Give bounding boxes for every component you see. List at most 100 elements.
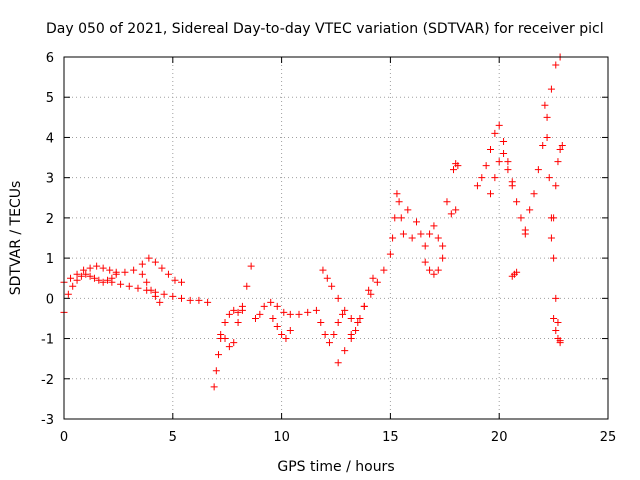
data-point bbox=[93, 262, 101, 270]
data-point bbox=[106, 266, 114, 274]
series-track-f bbox=[210, 306, 246, 391]
data-point bbox=[421, 242, 429, 250]
y-tick-label: 2 bbox=[46, 212, 54, 227]
data-point bbox=[399, 230, 407, 238]
data-point bbox=[395, 198, 403, 206]
data-point bbox=[169, 292, 177, 300]
data-point bbox=[447, 210, 455, 218]
series-track-a bbox=[60, 270, 116, 316]
data-point bbox=[217, 331, 225, 339]
data-point bbox=[473, 182, 481, 190]
data-point bbox=[491, 174, 499, 182]
data-point bbox=[386, 250, 394, 258]
data-point bbox=[225, 310, 233, 318]
data-point bbox=[243, 282, 251, 290]
data-point bbox=[121, 268, 129, 276]
data-point bbox=[508, 182, 516, 190]
data-point bbox=[328, 282, 336, 290]
data-point bbox=[341, 306, 349, 314]
y-tick-label: 6 bbox=[46, 51, 54, 66]
data-point bbox=[221, 318, 229, 326]
x-tick-label: 20 bbox=[491, 430, 508, 445]
data-point bbox=[158, 264, 166, 272]
data-point bbox=[495, 121, 503, 129]
data-point bbox=[171, 276, 179, 284]
data-point bbox=[151, 292, 159, 300]
data-point bbox=[282, 335, 290, 343]
y-tick-label: -3 bbox=[41, 413, 54, 428]
data-point bbox=[556, 337, 564, 345]
data-point bbox=[389, 234, 397, 242]
data-point bbox=[421, 258, 429, 266]
data-point bbox=[64, 290, 72, 298]
data-point bbox=[443, 198, 451, 206]
series-track-o bbox=[413, 198, 460, 250]
data-point bbox=[454, 162, 462, 170]
data-point bbox=[295, 310, 303, 318]
series-track-g bbox=[217, 262, 255, 351]
data-point bbox=[539, 141, 547, 149]
data-point bbox=[125, 282, 133, 290]
series-track-s bbox=[486, 150, 516, 198]
data-point bbox=[397, 214, 405, 222]
data-point bbox=[391, 214, 399, 222]
data-point bbox=[238, 302, 246, 310]
data-point bbox=[360, 302, 368, 310]
data-point bbox=[73, 276, 81, 284]
data-point bbox=[95, 276, 103, 284]
data-point bbox=[143, 278, 151, 286]
axis-ticks: 0 5 10 15 20 25 -3 -2 -1 0 1 2 3 4 5 6 bbox=[41, 51, 616, 445]
data-point bbox=[526, 206, 534, 214]
x-tick-label: 25 bbox=[600, 430, 617, 445]
data-point bbox=[90, 274, 98, 282]
x-tick-label: 0 bbox=[60, 430, 68, 445]
data-point bbox=[330, 331, 338, 339]
data-point bbox=[334, 318, 342, 326]
series-track-c bbox=[112, 254, 186, 286]
data-point bbox=[286, 327, 294, 335]
data-point bbox=[80, 266, 88, 274]
series-track-n bbox=[389, 190, 416, 242]
data-point bbox=[69, 282, 77, 290]
data-point bbox=[225, 343, 233, 351]
data-point bbox=[334, 294, 342, 302]
data-point bbox=[339, 310, 347, 318]
data-point bbox=[99, 264, 107, 272]
data-point bbox=[545, 174, 553, 182]
data-point bbox=[269, 314, 277, 322]
data-point bbox=[517, 214, 525, 222]
data-point bbox=[325, 339, 333, 347]
chart-title: Day 050 of 2021, Sidereal Day-to-day VTE… bbox=[46, 21, 604, 37]
data-point bbox=[547, 234, 555, 242]
y-tick-label: 4 bbox=[46, 131, 54, 146]
data-point bbox=[117, 280, 125, 288]
series-track-u bbox=[521, 53, 564, 238]
series-track-m bbox=[347, 274, 377, 343]
data-point bbox=[450, 166, 458, 174]
data-point bbox=[367, 290, 375, 298]
data-point bbox=[404, 206, 412, 214]
data-point bbox=[341, 347, 349, 355]
data-point bbox=[439, 242, 447, 250]
data-point bbox=[112, 270, 120, 278]
data-point bbox=[547, 85, 555, 93]
data-point bbox=[356, 314, 364, 322]
data-point bbox=[482, 162, 490, 170]
series-track-i bbox=[269, 314, 294, 343]
data-point bbox=[413, 218, 421, 226]
data-point bbox=[500, 137, 508, 145]
data-point bbox=[486, 146, 494, 154]
data-point bbox=[251, 314, 259, 322]
data-point bbox=[478, 174, 486, 182]
data-point bbox=[513, 268, 521, 276]
data-point bbox=[434, 266, 442, 274]
data-point bbox=[273, 322, 281, 330]
data-point bbox=[543, 133, 551, 141]
data-point bbox=[323, 274, 331, 282]
data-point bbox=[186, 296, 194, 304]
data-point bbox=[234, 318, 242, 326]
data-point bbox=[319, 266, 327, 274]
y-tick-label: 0 bbox=[46, 292, 54, 307]
data-point bbox=[260, 302, 268, 310]
